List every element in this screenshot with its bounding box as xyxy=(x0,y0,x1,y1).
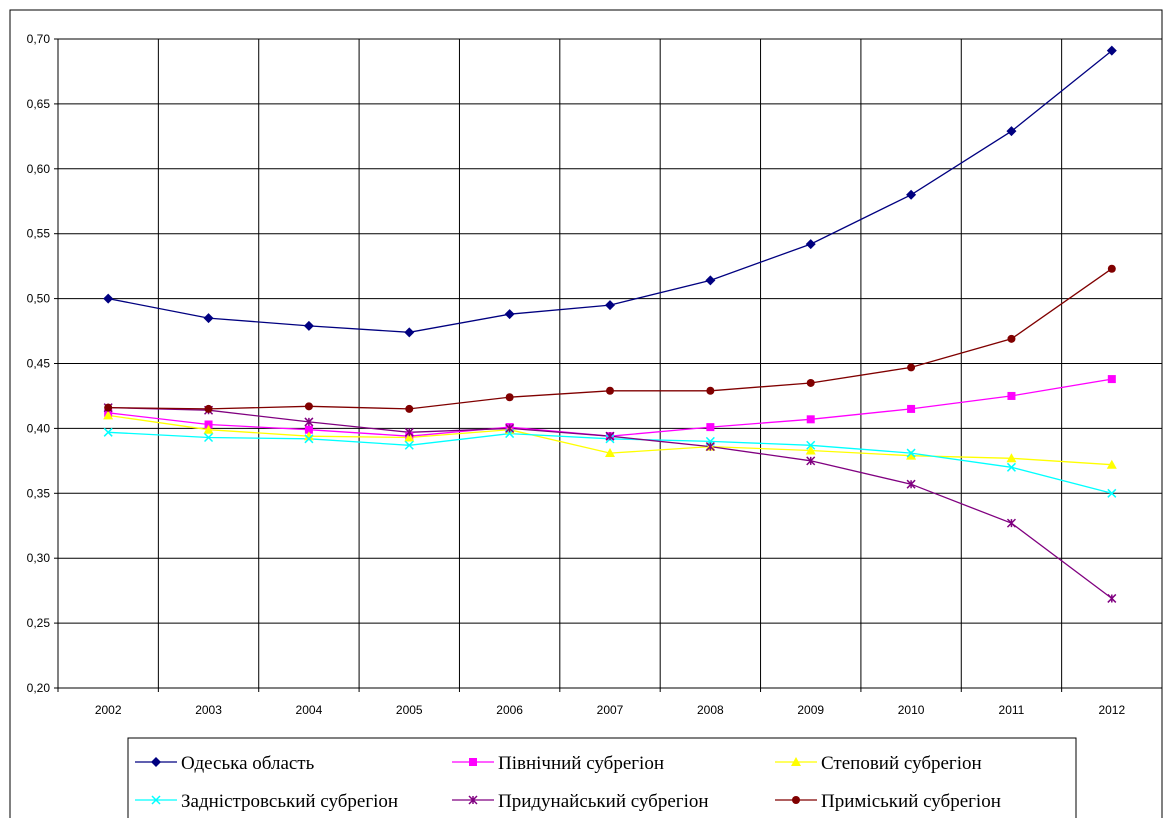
data-point xyxy=(907,404,916,413)
data-point xyxy=(505,393,514,402)
data-point xyxy=(606,386,614,395)
x-tick-label: 2007 xyxy=(597,703,624,717)
legend-label: Одеська область xyxy=(181,753,315,774)
legend-label: Північний субрегіон xyxy=(498,753,664,774)
data-point xyxy=(1007,391,1016,400)
legend-swatch-marker xyxy=(469,758,477,766)
y-tick-label: 0,30 xyxy=(27,551,51,565)
data-point xyxy=(504,309,515,320)
data-point xyxy=(605,448,615,458)
y-tick-label: 0,50 xyxy=(27,292,51,306)
x-tick-label: 2003 xyxy=(195,703,222,717)
x-tick-label: 2005 xyxy=(396,703,423,717)
y-tick-label: 0,45 xyxy=(27,357,51,371)
data-point xyxy=(705,442,715,452)
data-point xyxy=(906,189,917,200)
data-point xyxy=(303,320,314,331)
data-point xyxy=(1107,488,1117,498)
data-point xyxy=(605,431,615,441)
legend-label: Степовий субрегіон xyxy=(821,753,982,774)
data-point xyxy=(204,404,213,413)
data-point xyxy=(1006,518,1016,528)
data-point xyxy=(104,403,113,412)
x-tick-label: 2008 xyxy=(697,703,724,717)
y-tick-label: 0,25 xyxy=(27,616,51,630)
data-point xyxy=(404,327,415,338)
data-point xyxy=(806,415,815,424)
data-point xyxy=(203,313,214,324)
data-point xyxy=(806,456,816,466)
data-point xyxy=(303,431,314,441)
data-point xyxy=(405,404,414,413)
data-point xyxy=(203,424,214,434)
data-point xyxy=(404,432,415,442)
legend-label: Придунайський субрегіон xyxy=(498,791,709,812)
legend-label: Заднiстровський субрегіон xyxy=(181,791,398,812)
y-tick-label: 0,40 xyxy=(27,421,51,435)
y-axis-tick-labels: 0,20 0,25 0,30 0,35 0,40 0,45 0,50 0,55 0,60 0,65… xyxy=(27,32,51,695)
data-point xyxy=(204,420,213,429)
data-point xyxy=(705,275,716,286)
y-tick-label: 0,20 xyxy=(27,681,51,695)
data-point xyxy=(605,300,615,311)
data-point xyxy=(304,425,313,434)
data-point xyxy=(1106,459,1117,469)
y-tick-label: 0,60 xyxy=(27,162,51,176)
data-point xyxy=(1007,334,1016,343)
data-point xyxy=(906,448,916,458)
data-point xyxy=(1006,126,1017,137)
data-point xyxy=(1107,593,1117,603)
data-point xyxy=(304,417,314,427)
y-tick-label: 0,65 xyxy=(27,97,51,111)
x-tick-label: 2010 xyxy=(898,703,925,717)
x-tick-label: 2006 xyxy=(496,703,523,717)
data-point xyxy=(805,239,816,250)
series-markers xyxy=(103,45,1117,603)
y-tick-label: 0,35 xyxy=(27,486,51,500)
data-point xyxy=(204,432,214,443)
data-point xyxy=(1107,264,1116,273)
data-point xyxy=(103,293,114,304)
data-point xyxy=(1006,453,1017,463)
legend-swatch-marker xyxy=(151,795,161,805)
legend-label: Приміський субрегіон xyxy=(821,791,1001,812)
data-point xyxy=(505,423,515,433)
data-point xyxy=(706,386,715,395)
y-tick-label: 0,55 xyxy=(27,227,51,241)
legend-box xyxy=(127,737,1077,818)
gridlines xyxy=(54,38,1163,692)
x-axis-tick-labels: 2002 2003 2004 2005 2006 2007 2008 2009 2010 2011… xyxy=(95,703,1126,717)
y-tick-label: 0,70 xyxy=(27,32,51,46)
data-point xyxy=(806,378,815,387)
legend-swatch-marker xyxy=(792,796,800,804)
data-point xyxy=(404,427,414,437)
legend-swatch-marker xyxy=(468,795,478,805)
data-point xyxy=(1106,45,1117,56)
data-point xyxy=(706,423,715,432)
legend-swatch-marker xyxy=(151,757,161,767)
data-point xyxy=(1107,375,1116,384)
data-point xyxy=(806,440,816,450)
x-tick-label: 2009 xyxy=(797,703,824,717)
x-tick-label: 2012 xyxy=(1098,703,1125,717)
data-point xyxy=(103,427,113,437)
data-point xyxy=(805,445,816,455)
data-point xyxy=(103,410,114,420)
data-point xyxy=(907,363,916,372)
x-tick-label: 2011 xyxy=(999,703,1025,717)
x-tick-label: 2004 xyxy=(296,703,323,717)
data-point xyxy=(906,479,916,489)
x-tick-label: 2002 xyxy=(95,703,122,717)
legend-swatch-marker xyxy=(791,757,801,766)
data-point xyxy=(404,440,414,450)
legend: Одеська область Північний субрегіон Степов… xyxy=(127,737,1077,818)
data-point xyxy=(304,434,314,444)
data-point xyxy=(906,450,917,460)
data-point xyxy=(1006,462,1016,472)
data-point xyxy=(304,402,313,411)
